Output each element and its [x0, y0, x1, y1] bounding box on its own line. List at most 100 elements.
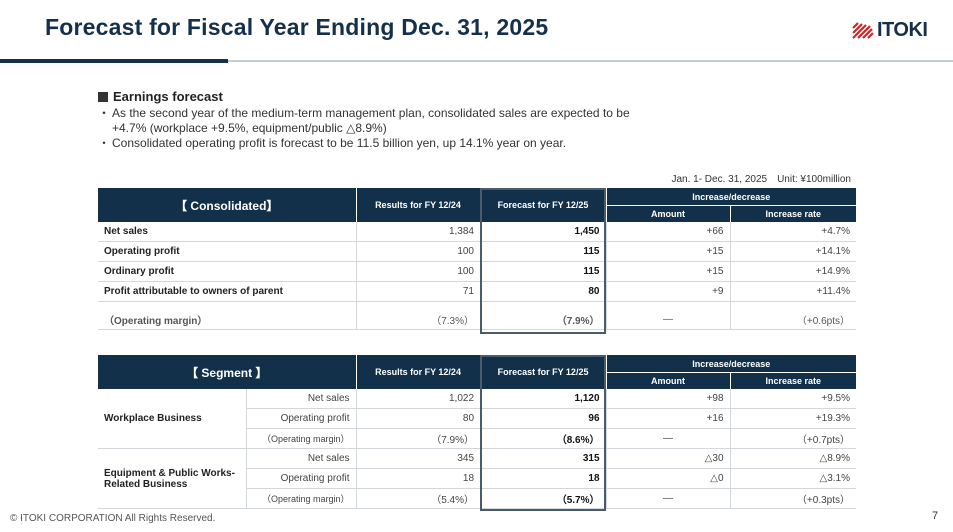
row-label: Net sales [245, 448, 357, 469]
spacer-row [98, 301, 856, 310]
results-cell: 80 [355, 408, 481, 429]
table-row: Operating profit 100 115 +15 +14.1% [98, 241, 856, 262]
forecast-highlight-consolidated [480, 188, 606, 334]
row-label: Ordinary profit [98, 261, 356, 282]
col-rate-header: Increase rate [729, 372, 857, 389]
table-row: Workplace Business Net sales 1,022 1,120… [98, 389, 857, 449]
row-label: Net sales [98, 222, 356, 242]
header-rule-dark [0, 59, 228, 63]
header-rule-light [228, 60, 953, 62]
table-row: Operating profit 80 96 +16 +19.3% [98, 408, 857, 429]
table-row: （Operating margin） （5.4%） （5.7%） — （+0.3… [98, 488, 857, 509]
bullet-text: As the second year of the medium-term ma… [112, 106, 630, 135]
segment-name: Workplace Business [98, 389, 246, 449]
page-title: Forecast for Fiscal Year Ending Dec. 31,… [45, 14, 549, 40]
company-logo: ITOKI [852, 19, 928, 42]
page-number: 7 [932, 510, 939, 522]
rate-cell: +14.1% [729, 241, 856, 262]
row-label: Net sales [245, 389, 357, 409]
rate-cell: （+0.3pts） [729, 488, 857, 509]
col-rate-header: Increase rate [729, 205, 856, 222]
section-heading-text: Earnings forecast [113, 89, 223, 104]
results-cell: 345 [355, 448, 481, 469]
row-label: （Operating margin） [98, 310, 356, 330]
row-label: Operating profit [245, 408, 357, 429]
bullet-mark: ・ [98, 136, 111, 150]
results-cell: 100 [355, 261, 480, 282]
table-row: （Operating margin） （7.3%） （7.9%） — （+0.6… [98, 310, 856, 330]
results-cell: 1,384 [355, 222, 480, 242]
rate-cell: （+0.7pts） [729, 428, 857, 449]
amount-cell: +66 [605, 222, 730, 242]
row-label: Profit attributable to owners of parent [98, 281, 356, 302]
table-row: Ordinary profit 100 115 +15 +14.9% [98, 261, 856, 282]
bullet-item: ・ Consolidated operating profit is forec… [98, 136, 632, 151]
itoki-logo-icon [852, 21, 874, 39]
forecast-cell: （8.6%） [480, 428, 607, 449]
amount-cell: △30 [605, 448, 731, 469]
results-cell: 1,022 [355, 389, 481, 409]
col-incdec-header: Increase/decrease [605, 355, 857, 373]
row-label: Operating profit [245, 468, 357, 489]
table-row: Profit attributable to owners of parent … [98, 281, 856, 302]
consolidated-header-label: 【 Consolidated】 [98, 188, 356, 222]
rate-cell: △8.9% [729, 448, 857, 469]
col-forecast-header: Forecast for FY 12/25 [479, 188, 606, 222]
amount-cell: — [605, 428, 731, 449]
results-cell: （7.9%） [355, 428, 481, 449]
results-cell: 18 [355, 468, 481, 489]
col-results-header: Results for FY 12/24 [355, 355, 481, 389]
copyright-footer: © ITOKI CORPORATION All Rights Reserved. [10, 513, 216, 524]
amount-cell: +15 [605, 261, 730, 282]
table-row: Equipment & Public Works-Related Busines… [98, 448, 857, 509]
results-cell: （5.4%） [355, 488, 481, 509]
forecast-cell: 80 [480, 281, 606, 302]
segment-name: Equipment & Public Works-Related Busines… [98, 448, 246, 509]
bullet-item: ・ As the second year of the medium-term … [98, 106, 632, 136]
row-label: Operating profit [98, 241, 356, 262]
amount-cell: △0 [605, 468, 731, 489]
col-incdec-header: Increase/decrease [605, 188, 856, 206]
col-results-header: Results for FY 12/24 [355, 188, 480, 222]
table-row: Net sales 1,384 1,450 +66 +4.7% [98, 222, 856, 242]
table-row: Operating profit 18 18 △0 △3.1% [98, 468, 857, 489]
forecast-cell: 18 [480, 468, 607, 489]
consolidated-table: 【 Consolidated】 Results for FY 12/24 For… [98, 188, 856, 330]
segment-table: 【 Segment 】 Results for FY 12/24 Forecas… [98, 355, 857, 509]
logo-text: ITOKI [877, 19, 928, 41]
col-amount-header: Amount [605, 205, 730, 222]
results-cell: 71 [355, 281, 480, 302]
row-label: （Operating margin） [245, 428, 357, 449]
bullet-text: Consolidated operating profit is forecas… [112, 136, 567, 150]
forecast-cell: 315 [480, 448, 607, 469]
amount-cell: +15 [605, 241, 730, 262]
forecast-cell: 96 [480, 408, 607, 429]
amount-cell: — [605, 488, 731, 509]
results-cell: （7.3%） [355, 310, 480, 330]
forecast-cell: （5.7%） [480, 488, 607, 509]
row-label: （Operating margin） [245, 488, 357, 509]
square-bullet-icon [98, 91, 108, 102]
rate-cell: +11.4% [729, 281, 856, 302]
col-amount-header: Amount [605, 372, 731, 389]
rate-cell: △3.1% [729, 468, 857, 489]
rate-cell: +19.3% [729, 408, 857, 429]
results-cell: 100 [355, 241, 480, 262]
col-forecast-header: Forecast for FY 12/25 [479, 355, 607, 389]
amount-cell: +16 [605, 408, 731, 429]
rate-cell: +4.7% [729, 222, 856, 242]
forecast-highlight-segment [480, 355, 606, 511]
amount-cell: +9 [605, 281, 730, 302]
amount-cell: +98 [605, 389, 731, 409]
table-row: （Operating margin） （7.9%） （8.6%） — （+0.7… [98, 428, 857, 449]
unit-note: Jan. 1- Dec. 31, 2025 Unit: ¥100million [671, 174, 851, 185]
segment-header-label: 【 Segment 】 [98, 355, 357, 389]
forecast-cell: 1,120 [480, 389, 607, 409]
amount-cell: — [605, 310, 730, 330]
rate-cell: +9.5% [729, 389, 857, 409]
bullet-list: ・ As the second year of the medium-term … [98, 106, 632, 151]
forecast-cell: 1,450 [480, 222, 606, 242]
rate-cell: +14.9% [729, 261, 856, 282]
rate-cell: （+0.6pts） [729, 310, 856, 330]
forecast-cell: （7.9%） [480, 310, 606, 330]
